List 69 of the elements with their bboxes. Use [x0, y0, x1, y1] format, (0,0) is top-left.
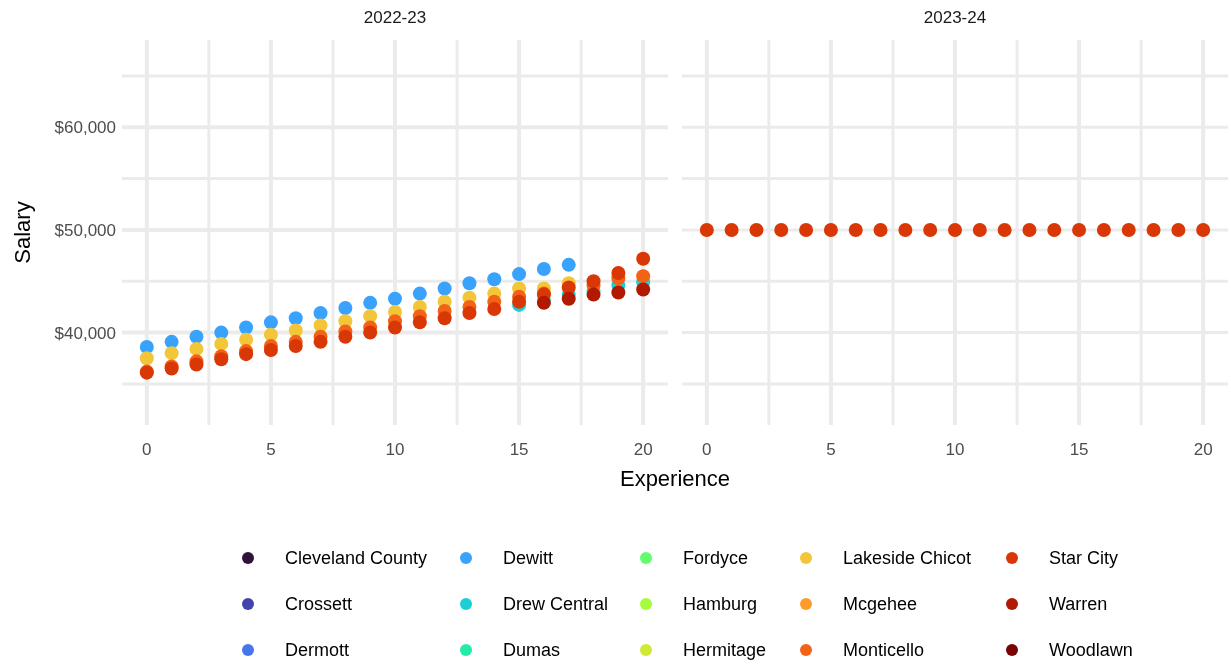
legend-label: Dewitt — [503, 548, 554, 569]
point — [536, 261, 551, 276]
point — [338, 300, 353, 315]
x-tick-label: 0 — [702, 440, 712, 459]
x-tick-label: 10 — [385, 440, 405, 459]
legend-label: Dumas — [503, 640, 561, 661]
point — [636, 251, 651, 266]
point — [636, 269, 651, 284]
point — [288, 338, 303, 353]
point — [363, 325, 378, 340]
point — [462, 276, 477, 291]
legend-label: Hermitage — [683, 640, 767, 661]
legend-label: Cleveland County — [285, 548, 428, 569]
legend-label: Fordyce — [683, 548, 749, 569]
y-axis-title: Salary — [10, 201, 35, 264]
legend-label: Monticello — [843, 640, 925, 661]
x-tick-label: 5 — [826, 440, 836, 459]
point — [512, 267, 527, 282]
x-tick-label: 15 — [1069, 440, 1089, 459]
legend-label: Crossett — [285, 594, 353, 615]
legend-label: Drew Central — [503, 594, 609, 615]
point — [363, 309, 378, 324]
point — [611, 266, 626, 281]
legend-label: Hamburg — [683, 594, 758, 615]
legend-label: Dermott — [285, 640, 350, 661]
x-tick-label: 10 — [945, 440, 965, 459]
point — [462, 306, 477, 321]
point — [189, 342, 204, 357]
point — [139, 351, 154, 366]
point — [263, 315, 278, 330]
point — [189, 329, 204, 344]
point — [313, 306, 328, 321]
legend-label: Woodlawn — [1049, 640, 1133, 661]
legend-label: Lakeside Chicot — [843, 548, 972, 569]
legend-label: Mcgehee — [843, 594, 918, 615]
point — [288, 311, 303, 326]
point — [611, 285, 626, 300]
point — [164, 346, 179, 361]
point — [363, 295, 378, 310]
point — [586, 274, 601, 289]
point — [487, 272, 502, 287]
point — [437, 281, 452, 296]
point — [388, 291, 402, 306]
y-tick-label: $50,000 — [54, 220, 116, 240]
point — [263, 343, 278, 358]
legend-label: Warren — [1049, 594, 1108, 615]
x-axis-title: Experience — [619, 466, 731, 491]
point — [487, 302, 502, 316]
chart-title: 2023-24 — [923, 8, 987, 27]
point — [239, 320, 254, 335]
point — [139, 339, 154, 354]
point — [313, 334, 328, 349]
point — [412, 315, 427, 330]
point — [214, 336, 229, 351]
x-tick-label: 15 — [509, 440, 529, 459]
point — [412, 286, 427, 301]
y-tick-label: $60,000 — [54, 118, 116, 138]
chart-title: 2022-23 — [363, 8, 427, 27]
point — [338, 329, 353, 344]
x-tick-label: 20 — [633, 440, 653, 459]
point — [561, 257, 576, 272]
x-tick-label: 0 — [142, 440, 152, 459]
y-tick-label: $40,000 — [54, 323, 116, 343]
point — [437, 311, 452, 326]
x-tick-label: 5 — [266, 440, 276, 459]
legend-label: Star City — [1049, 548, 1119, 569]
point — [636, 282, 651, 297]
point — [388, 320, 402, 335]
x-tick-label: 20 — [1193, 440, 1213, 459]
